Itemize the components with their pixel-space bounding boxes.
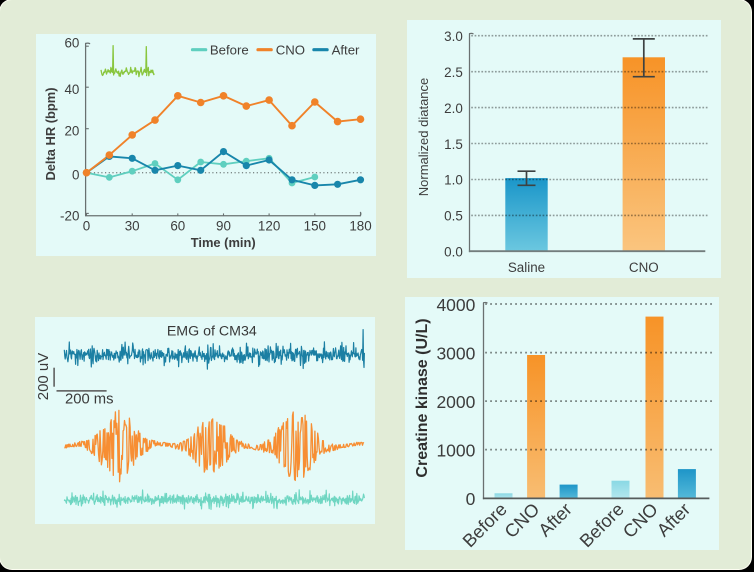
svg-text:3.0: 3.0 — [444, 29, 463, 44]
svg-text:Delta HR (bpm): Delta HR (bpm) — [43, 87, 58, 180]
svg-text:150: 150 — [304, 218, 326, 233]
svg-text:Before: Before — [576, 499, 628, 550]
svg-text:2.5: 2.5 — [444, 65, 463, 80]
svg-text:4000: 4000 — [436, 297, 475, 315]
svg-text:1000: 1000 — [436, 441, 475, 461]
svg-text:Time (min): Time (min) — [191, 235, 256, 250]
svg-text:0.0: 0.0 — [444, 245, 463, 260]
svg-text:Saline: Saline — [508, 260, 545, 275]
svg-text:60: 60 — [170, 218, 185, 233]
svg-text:Before: Before — [210, 42, 249, 57]
svg-text:CNO: CNO — [276, 42, 305, 57]
svg-text:2000: 2000 — [436, 392, 475, 412]
svg-text:200 ms: 200 ms — [65, 391, 114, 407]
svg-text:0.5: 0.5 — [444, 209, 463, 224]
svg-text:CNO: CNO — [629, 260, 659, 275]
svg-text:20: 20 — [64, 124, 79, 139]
svg-text:30: 30 — [125, 218, 140, 233]
svg-text:1.5: 1.5 — [444, 137, 463, 152]
svg-text:After: After — [332, 42, 360, 57]
svg-text:60: 60 — [64, 35, 79, 50]
svg-text:1.0: 1.0 — [444, 173, 463, 188]
svg-text:40: 40 — [64, 82, 79, 97]
svg-text:0: 0 — [72, 167, 79, 182]
svg-text:200 uV: 200 uV — [35, 353, 52, 401]
svg-text:CNO: CNO — [501, 499, 544, 542]
svg-text:180: 180 — [349, 218, 371, 233]
svg-text:CNO: CNO — [619, 499, 662, 542]
svg-text:After: After — [653, 499, 694, 540]
svg-text:90: 90 — [216, 218, 231, 233]
svg-text:After: After — [535, 499, 576, 540]
svg-text:3000: 3000 — [436, 344, 475, 364]
svg-text:120: 120 — [258, 218, 280, 233]
svg-text:EMG of CM34: EMG of CM34 — [167, 324, 257, 340]
svg-text:2.0: 2.0 — [444, 101, 463, 116]
svg-text:Normalized diatance: Normalized diatance — [416, 78, 431, 197]
svg-text:-20: -20 — [60, 208, 79, 223]
svg-text:Creatine kinase (U/L): Creatine kinase (U/L) — [414, 318, 431, 477]
svg-text:0: 0 — [466, 489, 476, 509]
svg-text:0: 0 — [83, 218, 90, 233]
